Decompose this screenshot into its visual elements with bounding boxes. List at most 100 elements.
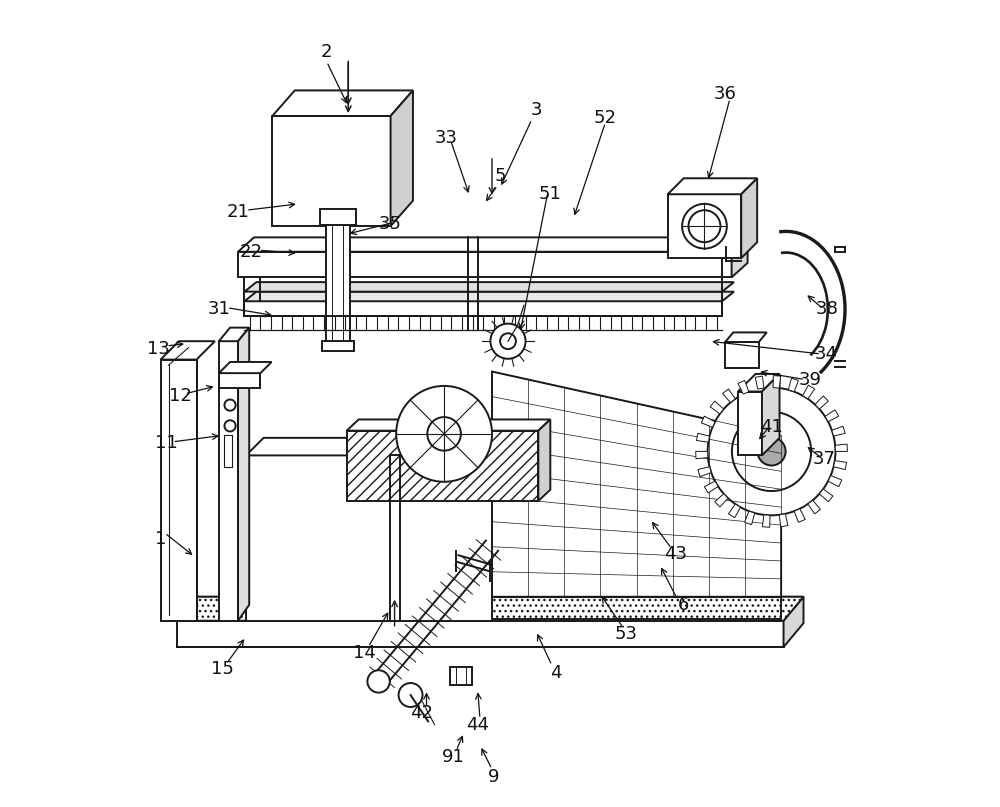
Polygon shape bbox=[668, 194, 741, 258]
Text: 42: 42 bbox=[410, 705, 433, 722]
Polygon shape bbox=[819, 489, 833, 502]
Polygon shape bbox=[219, 328, 249, 341]
Polygon shape bbox=[815, 396, 828, 409]
Polygon shape bbox=[784, 597, 803, 647]
Polygon shape bbox=[219, 362, 272, 373]
Polygon shape bbox=[177, 597, 803, 621]
Text: 35: 35 bbox=[378, 215, 401, 232]
Polygon shape bbox=[492, 597, 781, 619]
Polygon shape bbox=[450, 667, 472, 684]
Polygon shape bbox=[161, 341, 215, 360]
Circle shape bbox=[224, 420, 236, 432]
Text: 6: 6 bbox=[678, 596, 689, 614]
Text: 11: 11 bbox=[155, 434, 178, 453]
Polygon shape bbox=[177, 597, 803, 621]
Polygon shape bbox=[738, 380, 749, 394]
Text: 52: 52 bbox=[594, 109, 617, 127]
Polygon shape bbox=[728, 504, 740, 518]
Text: 36: 36 bbox=[714, 85, 737, 102]
Text: 51: 51 bbox=[538, 186, 561, 203]
Text: 34: 34 bbox=[814, 345, 837, 363]
Polygon shape bbox=[832, 426, 845, 436]
Text: 91: 91 bbox=[442, 747, 465, 766]
Polygon shape bbox=[238, 328, 249, 621]
Polygon shape bbox=[788, 378, 798, 391]
Text: 53: 53 bbox=[615, 625, 638, 642]
Text: 38: 38 bbox=[816, 300, 839, 318]
Polygon shape bbox=[704, 481, 718, 493]
Text: 22: 22 bbox=[239, 243, 262, 261]
Polygon shape bbox=[725, 332, 767, 342]
Polygon shape bbox=[738, 391, 762, 455]
Polygon shape bbox=[347, 431, 538, 501]
Polygon shape bbox=[828, 475, 842, 487]
Polygon shape bbox=[244, 301, 722, 316]
Polygon shape bbox=[745, 511, 755, 525]
Text: 33: 33 bbox=[434, 129, 457, 148]
Polygon shape bbox=[272, 116, 391, 226]
Circle shape bbox=[708, 387, 835, 516]
Polygon shape bbox=[246, 438, 780, 455]
Text: 4: 4 bbox=[550, 664, 562, 683]
Polygon shape bbox=[320, 210, 356, 225]
Polygon shape bbox=[773, 375, 781, 388]
Polygon shape bbox=[808, 500, 820, 514]
Text: 31: 31 bbox=[207, 300, 230, 318]
Polygon shape bbox=[219, 341, 238, 621]
Polygon shape bbox=[825, 410, 839, 422]
Polygon shape bbox=[701, 416, 715, 428]
Text: 39: 39 bbox=[798, 370, 821, 388]
Polygon shape bbox=[741, 178, 757, 258]
Polygon shape bbox=[738, 374, 780, 391]
Polygon shape bbox=[391, 90, 413, 226]
Polygon shape bbox=[322, 341, 354, 351]
Polygon shape bbox=[698, 466, 711, 477]
Circle shape bbox=[224, 399, 236, 411]
Polygon shape bbox=[762, 515, 770, 527]
Polygon shape bbox=[696, 433, 710, 442]
Polygon shape bbox=[794, 508, 805, 522]
Text: 13: 13 bbox=[147, 341, 170, 358]
Text: 21: 21 bbox=[227, 203, 249, 221]
Polygon shape bbox=[492, 371, 781, 597]
Polygon shape bbox=[177, 621, 784, 647]
Text: 37: 37 bbox=[813, 450, 836, 468]
Text: 1: 1 bbox=[155, 530, 166, 548]
Text: 41: 41 bbox=[760, 419, 783, 437]
Text: 12: 12 bbox=[169, 387, 192, 404]
Polygon shape bbox=[246, 455, 762, 621]
Circle shape bbox=[490, 324, 526, 359]
Polygon shape bbox=[762, 438, 780, 621]
Polygon shape bbox=[161, 360, 197, 621]
Polygon shape bbox=[219, 373, 260, 387]
Circle shape bbox=[757, 437, 786, 466]
Polygon shape bbox=[755, 376, 764, 389]
Polygon shape bbox=[732, 237, 748, 278]
Circle shape bbox=[500, 333, 516, 349]
Circle shape bbox=[396, 386, 492, 482]
Polygon shape bbox=[834, 461, 847, 470]
Polygon shape bbox=[725, 342, 759, 367]
Polygon shape bbox=[347, 420, 550, 431]
Text: 2: 2 bbox=[321, 43, 332, 61]
Text: 3: 3 bbox=[530, 101, 542, 119]
Text: 44: 44 bbox=[466, 716, 489, 734]
Polygon shape bbox=[238, 252, 732, 278]
Polygon shape bbox=[710, 401, 724, 414]
Polygon shape bbox=[779, 514, 788, 527]
Polygon shape bbox=[272, 90, 413, 116]
Polygon shape bbox=[696, 451, 708, 458]
Polygon shape bbox=[803, 385, 815, 399]
Polygon shape bbox=[326, 225, 350, 341]
Circle shape bbox=[427, 417, 461, 450]
Polygon shape bbox=[538, 420, 550, 501]
Polygon shape bbox=[244, 291, 734, 301]
Text: 15: 15 bbox=[211, 659, 234, 678]
Polygon shape bbox=[668, 178, 757, 194]
Circle shape bbox=[732, 412, 811, 491]
Text: 43: 43 bbox=[664, 545, 687, 562]
Polygon shape bbox=[835, 444, 847, 451]
Circle shape bbox=[682, 204, 727, 249]
Polygon shape bbox=[762, 374, 780, 455]
Circle shape bbox=[688, 210, 720, 242]
